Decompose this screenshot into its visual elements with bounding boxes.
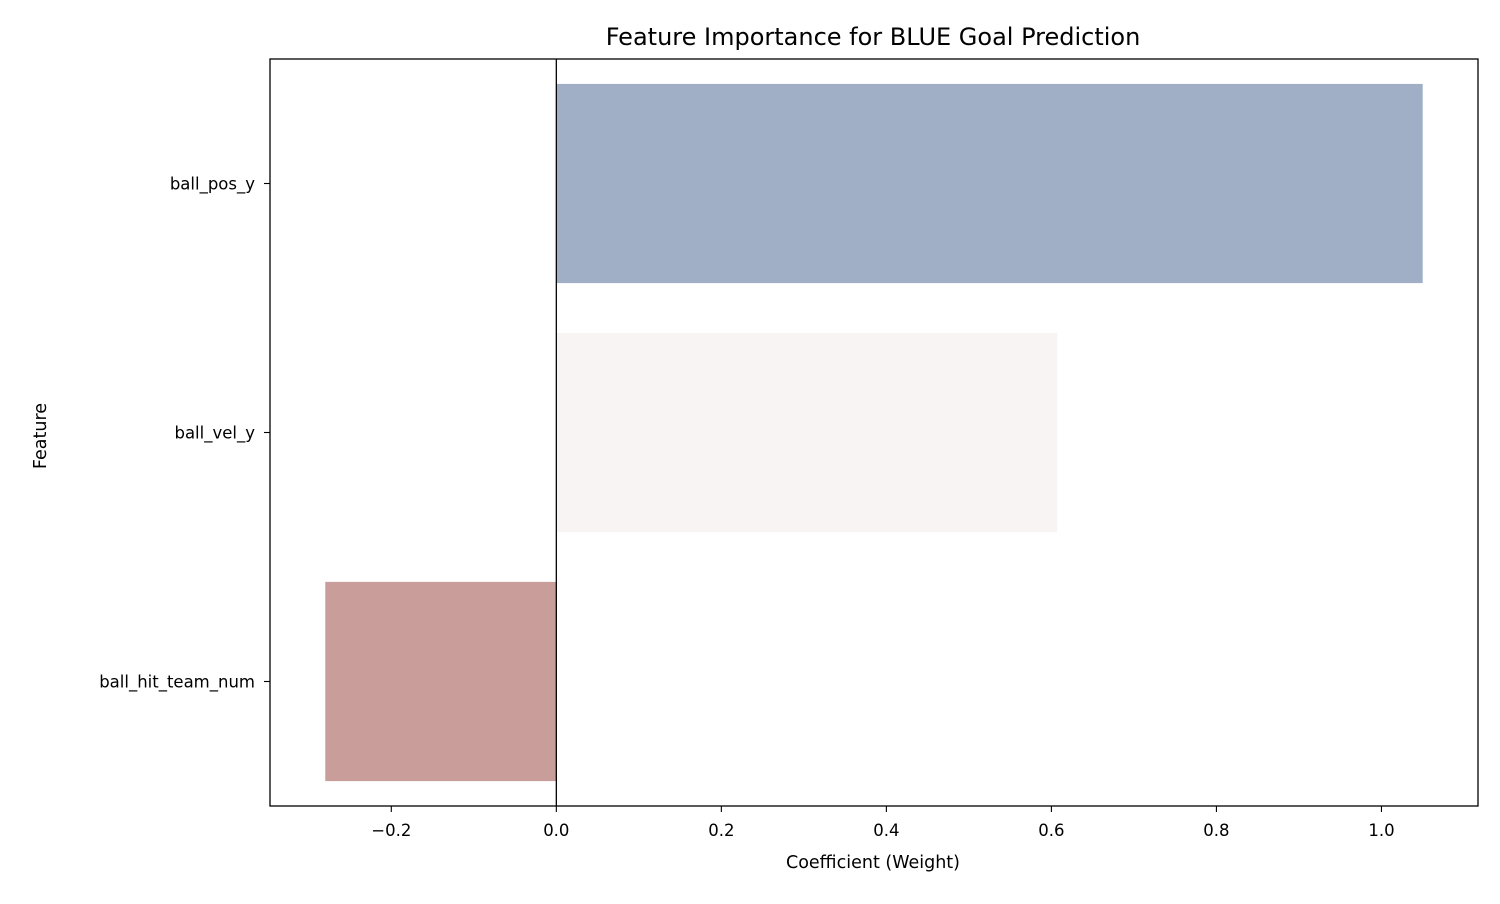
y-tick-label: ball_pos_y: [170, 175, 255, 195]
chart-title: Feature Importance for BLUE Goal Predict…: [606, 23, 1141, 51]
x-tick-label: 0.6: [1038, 821, 1064, 840]
y-axis-label: Feature: [31, 403, 51, 469]
x-axis-label: Coefficient (Weight): [786, 853, 960, 873]
x-tick-label: 0.8: [1203, 821, 1229, 840]
bar-ball_vel_y: [556, 332, 1058, 533]
y-tick-label: ball_vel_y: [174, 424, 255, 444]
y-tick-label: ball_hit_team_num: [99, 673, 255, 693]
x-tick-label: 0.2: [708, 821, 734, 840]
plot-area: −0.2 0.0 0.2 0.4 0.6 0.8 1.0 ball_pos_y ball_vel…: [99, 58, 1479, 840]
x-tick-label: 1.0: [1368, 821, 1394, 840]
x-tick-label: 0.4: [873, 821, 899, 840]
x-tick-label: 0.0: [543, 821, 569, 840]
bar-ball_pos_y: [556, 83, 1423, 284]
bar-ball_hit_team_num: [325, 581, 557, 782]
x-tick-label: −0.2: [371, 821, 411, 840]
